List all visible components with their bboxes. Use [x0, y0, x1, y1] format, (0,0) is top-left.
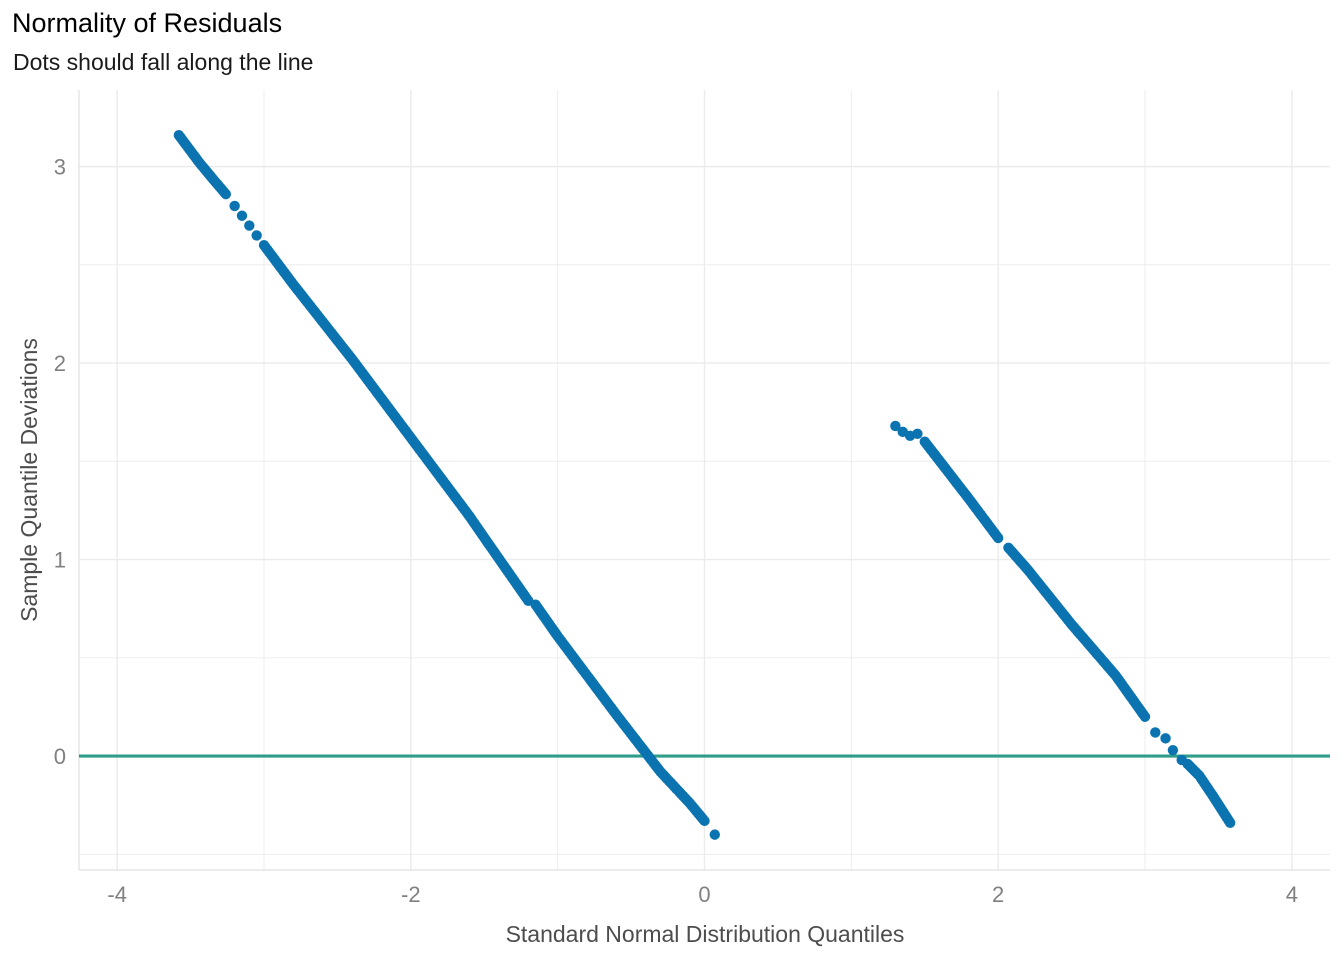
- chart-title: Normality of Residuals: [12, 8, 283, 38]
- x-tick-label: 0: [698, 882, 710, 907]
- y-tick-label: 1: [54, 548, 66, 573]
- data-point: [699, 815, 710, 827]
- data-point: [251, 230, 262, 241]
- data-point: [220, 188, 232, 200]
- data-point: [1160, 733, 1171, 744]
- x-tick-label: 4: [1286, 882, 1298, 907]
- x-axis-title: Standard Normal Distribution Quantiles: [506, 921, 905, 947]
- data-points: [173, 129, 1236, 840]
- grid-lines: [79, 90, 1330, 870]
- x-tick-label: -2: [401, 882, 421, 907]
- data-point: [890, 420, 901, 432]
- data-point: [992, 532, 1004, 544]
- axis-lines: [78, 90, 1330, 871]
- data-point: [709, 829, 720, 840]
- data-point: [1167, 744, 1179, 756]
- x-tick-labels: -4 -2 0 2 4: [107, 882, 1298, 907]
- data-point: [1224, 817, 1236, 829]
- data-point: [912, 428, 923, 440]
- data-point: [1150, 727, 1161, 738]
- y-tick-label: 0: [54, 744, 66, 769]
- chart-subtitle: Dots should fall along the line: [13, 49, 314, 75]
- y-tick-label: 3: [54, 155, 66, 180]
- data-point: [236, 210, 248, 221]
- y-tick-label: 2: [54, 351, 66, 376]
- y-tick-labels: 0 1 2 3: [54, 155, 66, 769]
- x-tick-label: -4: [107, 882, 127, 907]
- data-point: [244, 220, 255, 231]
- data-point: [229, 200, 240, 212]
- y-axis-title: Sample Quantile Deviations: [16, 338, 42, 622]
- data-point: [1139, 711, 1151, 722]
- x-tick-label: 2: [992, 882, 1004, 907]
